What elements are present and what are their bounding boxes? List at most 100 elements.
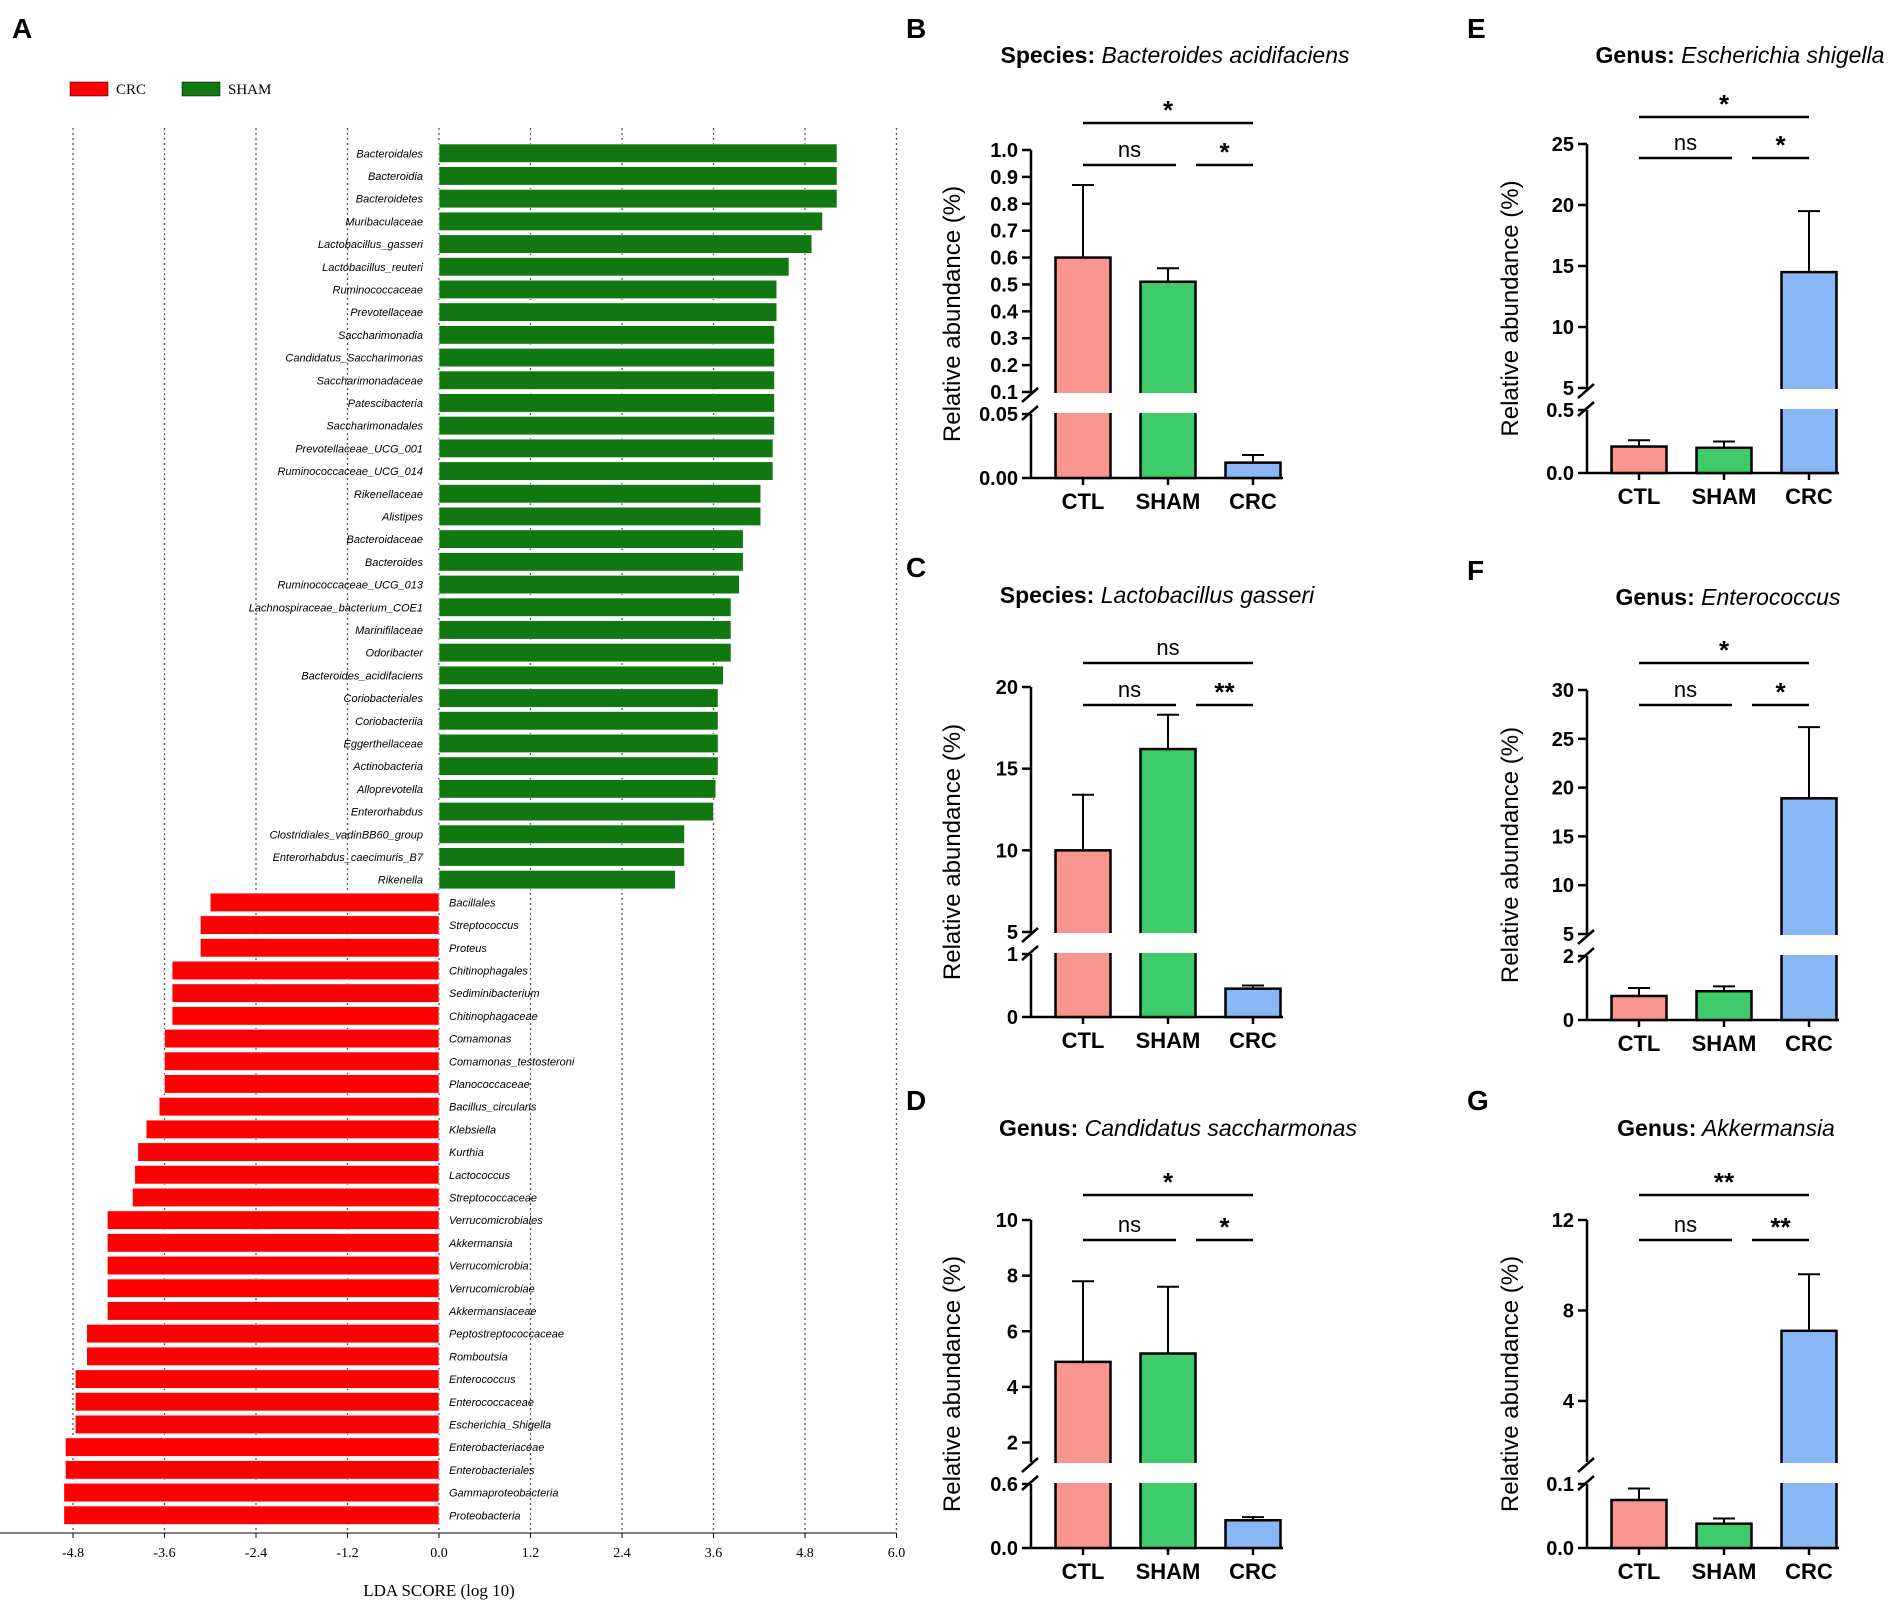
bar-label: Lachnospiraceae_bacterium_COE1 <box>249 602 423 614</box>
crc-bar <box>164 1029 440 1049</box>
x-tick-label: CTL <box>1618 484 1661 509</box>
y-tick-label: 8 <box>1563 1300 1574 1322</box>
title-part: Akkermansia <box>1696 1115 1834 1141</box>
y-tick-label: 0.6 <box>990 1474 1018 1496</box>
sham-bar <box>438 484 762 504</box>
x-tick-label: CTL <box>1062 489 1105 514</box>
y-tick-label: 0 <box>1563 1010 1574 1032</box>
x-tick-label: SHAM <box>1692 484 1757 509</box>
bar-label: Sediminibacterium <box>449 988 539 1000</box>
crc-bar <box>171 960 440 981</box>
sham-bar <box>438 166 838 186</box>
y-tick-label: 4 <box>1007 1377 1019 1399</box>
x-axis-title: LDA SCORE (log 10) <box>363 1581 515 1600</box>
bar-label: Bacteroidia <box>368 171 423 183</box>
bar-label: Ruminococcaceae <box>333 284 424 296</box>
crc-bar <box>209 892 440 912</box>
bar-label: Planococcaceae <box>449 1079 530 1091</box>
bar-sham <box>1695 446 1753 475</box>
legend-swatch <box>181 81 221 97</box>
sham-bar <box>438 211 823 231</box>
crc-bar <box>63 1505 440 1525</box>
axis-break-mark <box>1021 1457 1039 1473</box>
x-tick-label: 4.8 <box>796 1546 814 1561</box>
bar-ctl <box>1054 1360 1112 1550</box>
significance-label: ns <box>1118 137 1141 162</box>
panel-letter-d: D <box>906 1085 926 1116</box>
sham-bar <box>438 597 732 617</box>
bar-sham <box>1139 1352 1197 1550</box>
sham-bar <box>438 347 775 368</box>
crc-bar <box>200 915 440 935</box>
bar-label: Enterococcus <box>449 1374 516 1386</box>
axis-break-mark <box>1577 1457 1595 1473</box>
y-tick-label: 8 <box>1007 1266 1018 1288</box>
y-tick-label: 20 <box>996 677 1018 699</box>
y-tick-label: 0.7 <box>990 221 1018 243</box>
y-tick-label: 0 <box>1007 1007 1018 1029</box>
panel-g: G Genus: Akkermansia 4 8 12 0.0 0.1 Relative ab… <box>1467 1085 1840 1584</box>
x-tick-label: 3.6 <box>705 1546 723 1561</box>
axis-break-mark <box>1021 387 1039 403</box>
bar-label: Akkermansia <box>448 1238 513 1250</box>
y-axis-title: Relative abundance (%) <box>939 1256 966 1512</box>
bar-label: Alloprevotella <box>356 784 423 796</box>
y-tick-label: 0.6 <box>990 248 1018 270</box>
crc-bar <box>65 1460 440 1480</box>
sham-bar <box>438 665 724 685</box>
y-tick-label: 25 <box>1552 729 1574 751</box>
bar-crc <box>1224 461 1282 480</box>
y-tick-label: 20 <box>1552 195 1574 217</box>
y-tick-label: 20 <box>1552 778 1574 800</box>
sham-bar <box>438 643 732 663</box>
y-tick-label: 0.5 <box>1546 400 1574 422</box>
crc-bar <box>65 1437 440 1457</box>
axis-break-mark <box>1577 929 1595 945</box>
x-tick-label: SHAM <box>1136 1028 1201 1053</box>
sham-bar <box>438 779 717 799</box>
title-part: Lactobacillus gasseri <box>1094 582 1315 608</box>
y-tick-label: 15 <box>1552 826 1574 848</box>
crc-bar <box>107 1301 440 1321</box>
y-tick-label: 0.8 <box>990 194 1018 216</box>
bar-label: Comamonas_testosteroni <box>449 1056 575 1068</box>
sham-bar <box>438 574 740 595</box>
x-tick-label: SHAM <box>1692 1031 1757 1056</box>
sham-bar <box>438 620 732 640</box>
bar-label: Verrucomicrobiales <box>449 1215 543 1227</box>
bar-label: Escherichia_Shigella <box>449 1419 551 1431</box>
title-part: Species: <box>1000 42 1095 68</box>
panel-e: E Genus: Escherichia shigella 5 10 15 20 25 0.0… <box>1467 13 1884 509</box>
panel-letter-e: E <box>1467 13 1486 44</box>
title-part: Candidatus saccharmonas <box>1078 1115 1357 1141</box>
y-tick-label: 0.0 <box>1546 463 1574 485</box>
y-tick-label: 10 <box>996 840 1018 862</box>
y-tick-label: 5 <box>1563 378 1574 400</box>
x-tick-label: CRC <box>1785 1559 1833 1584</box>
x-tick-label: -2.4 <box>245 1546 267 1561</box>
y-tick-label: 6 <box>1007 1321 1018 1343</box>
panel-title: Genus: Escherichia shigella <box>1596 42 1885 68</box>
bar-label: Bacteroidaceae <box>347 534 423 546</box>
panel-letter-b: B <box>906 13 926 44</box>
y-tick-label: 25 <box>1552 134 1574 156</box>
sham-bar <box>438 370 775 390</box>
y-tick-label: 0.0 <box>990 1538 1018 1560</box>
sham-bar <box>438 143 838 163</box>
y-tick-label: 0.05 <box>979 404 1018 426</box>
legend-label: SHAM <box>228 82 271 98</box>
panel-title: Genus: Akkermansia <box>1617 1115 1835 1141</box>
bar-label: Rikenellaceae <box>354 489 423 501</box>
title-part: Genus: <box>1596 42 1675 68</box>
y-tick-label: 0.1 <box>990 382 1018 404</box>
bar-label: Rikenella <box>378 875 423 887</box>
crc-bar <box>74 1392 440 1412</box>
y-tick-label: 10 <box>1552 317 1574 339</box>
crc-bar <box>134 1165 440 1185</box>
crc-bar <box>137 1142 440 1162</box>
title-part: Genus: <box>1616 584 1695 610</box>
bar-break-gap <box>1137 393 1199 413</box>
y-axis-title: Relative abundance (%) <box>1497 727 1524 983</box>
x-tick-label: -3.6 <box>153 1546 175 1561</box>
